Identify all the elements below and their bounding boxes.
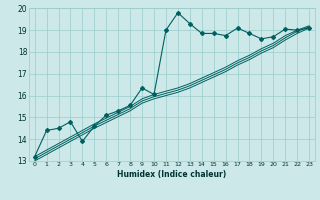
- X-axis label: Humidex (Indice chaleur): Humidex (Indice chaleur): [117, 170, 227, 179]
